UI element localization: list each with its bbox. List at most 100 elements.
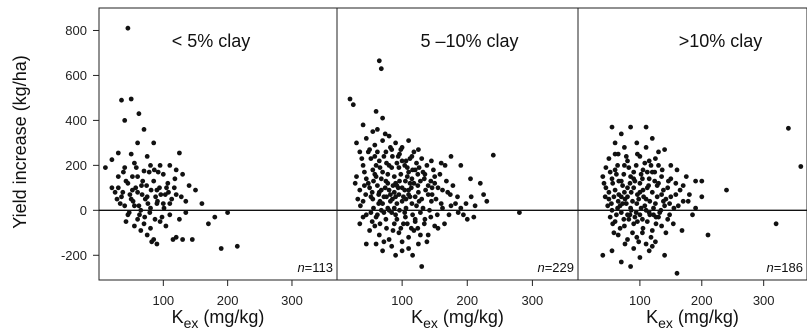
data-point xyxy=(471,214,477,220)
y-tick-label: 200 xyxy=(65,158,87,173)
data-point xyxy=(375,149,380,155)
x-tick-label: 200 xyxy=(456,293,478,308)
data-point xyxy=(603,185,609,191)
data-point xyxy=(117,201,123,207)
data-point xyxy=(634,234,640,240)
data-point xyxy=(618,210,624,216)
data-point xyxy=(610,180,616,186)
data-point xyxy=(663,230,669,236)
data-point xyxy=(180,171,186,177)
data-point xyxy=(157,163,163,168)
x-axis-title: Kex (mg/kg) xyxy=(646,307,739,331)
data-point xyxy=(142,214,148,220)
data-point xyxy=(148,187,154,193)
data-point xyxy=(440,187,445,193)
data-point xyxy=(165,180,171,186)
data-point xyxy=(705,232,711,238)
data-point xyxy=(490,152,496,158)
data-point xyxy=(380,248,385,254)
data-point xyxy=(609,176,615,182)
data-point xyxy=(468,194,474,200)
data-point xyxy=(135,189,141,195)
data-point xyxy=(661,187,666,193)
data-point xyxy=(155,198,160,204)
data-point xyxy=(167,212,173,218)
data-point xyxy=(631,169,637,175)
data-point xyxy=(148,163,153,168)
panel-mid-clay: 100 200 300 5 –10% clay n=229 Kex (mg/kg) xyxy=(336,7,579,331)
data-point xyxy=(404,174,410,180)
data-point xyxy=(132,160,137,166)
data-point xyxy=(603,165,609,171)
data-point xyxy=(148,225,153,231)
data-point xyxy=(798,164,804,169)
data-point xyxy=(377,221,383,227)
data-point xyxy=(386,207,392,213)
data-point xyxy=(160,171,166,177)
data-point xyxy=(620,201,625,207)
data-point xyxy=(647,198,653,204)
data-point xyxy=(447,192,453,198)
data-point xyxy=(411,180,417,186)
data-point xyxy=(388,192,393,198)
data-point xyxy=(611,230,617,236)
data-point xyxy=(455,194,460,200)
data-point xyxy=(415,183,421,189)
data-point xyxy=(382,185,388,191)
data-point xyxy=(437,171,443,177)
data-point xyxy=(352,180,358,186)
data-point xyxy=(605,203,611,209)
data-point xyxy=(139,192,145,198)
panel-title: 5 –10% clay xyxy=(420,31,518,51)
data-point xyxy=(350,102,356,108)
data-point xyxy=(409,176,415,182)
data-point xyxy=(357,221,363,227)
data-point xyxy=(643,241,649,247)
data-point xyxy=(615,163,620,168)
data-point xyxy=(602,194,608,200)
data-point xyxy=(636,239,642,245)
data-point xyxy=(662,252,667,258)
x-axis-title-subscript: ex xyxy=(423,315,438,331)
data-point xyxy=(128,96,134,102)
data-point xyxy=(355,196,361,202)
data-point xyxy=(178,194,184,200)
data-point xyxy=(399,239,405,245)
data-point xyxy=(166,189,171,195)
data-point xyxy=(429,185,435,191)
data-point xyxy=(670,221,676,227)
data-point xyxy=(177,216,182,222)
data-point xyxy=(674,270,680,276)
data-point xyxy=(389,243,395,249)
data-point xyxy=(642,160,648,166)
data-point xyxy=(453,201,458,207)
data-point xyxy=(399,158,405,164)
data-point xyxy=(653,221,659,227)
data-point xyxy=(167,163,173,168)
data-point xyxy=(468,176,473,182)
data-point xyxy=(635,219,640,225)
data-point xyxy=(406,192,411,198)
data-point xyxy=(136,203,142,209)
data-point xyxy=(386,237,392,242)
data-point xyxy=(431,167,436,173)
data-point xyxy=(421,221,427,227)
data-point xyxy=(159,214,165,220)
data-point xyxy=(368,194,374,200)
data-point xyxy=(126,210,132,216)
data-point xyxy=(699,194,705,200)
data-point xyxy=(109,157,115,163)
data-point xyxy=(667,212,672,218)
data-point xyxy=(458,205,464,211)
data-point xyxy=(643,207,649,213)
data-point xyxy=(403,205,409,211)
data-point xyxy=(115,150,121,156)
data-point xyxy=(142,196,148,202)
data-point xyxy=(212,214,218,220)
data-point xyxy=(132,223,137,229)
data-point xyxy=(391,189,397,195)
data-point xyxy=(393,140,398,146)
data-point xyxy=(640,230,645,236)
data-point xyxy=(631,246,637,251)
data-point xyxy=(376,192,382,198)
